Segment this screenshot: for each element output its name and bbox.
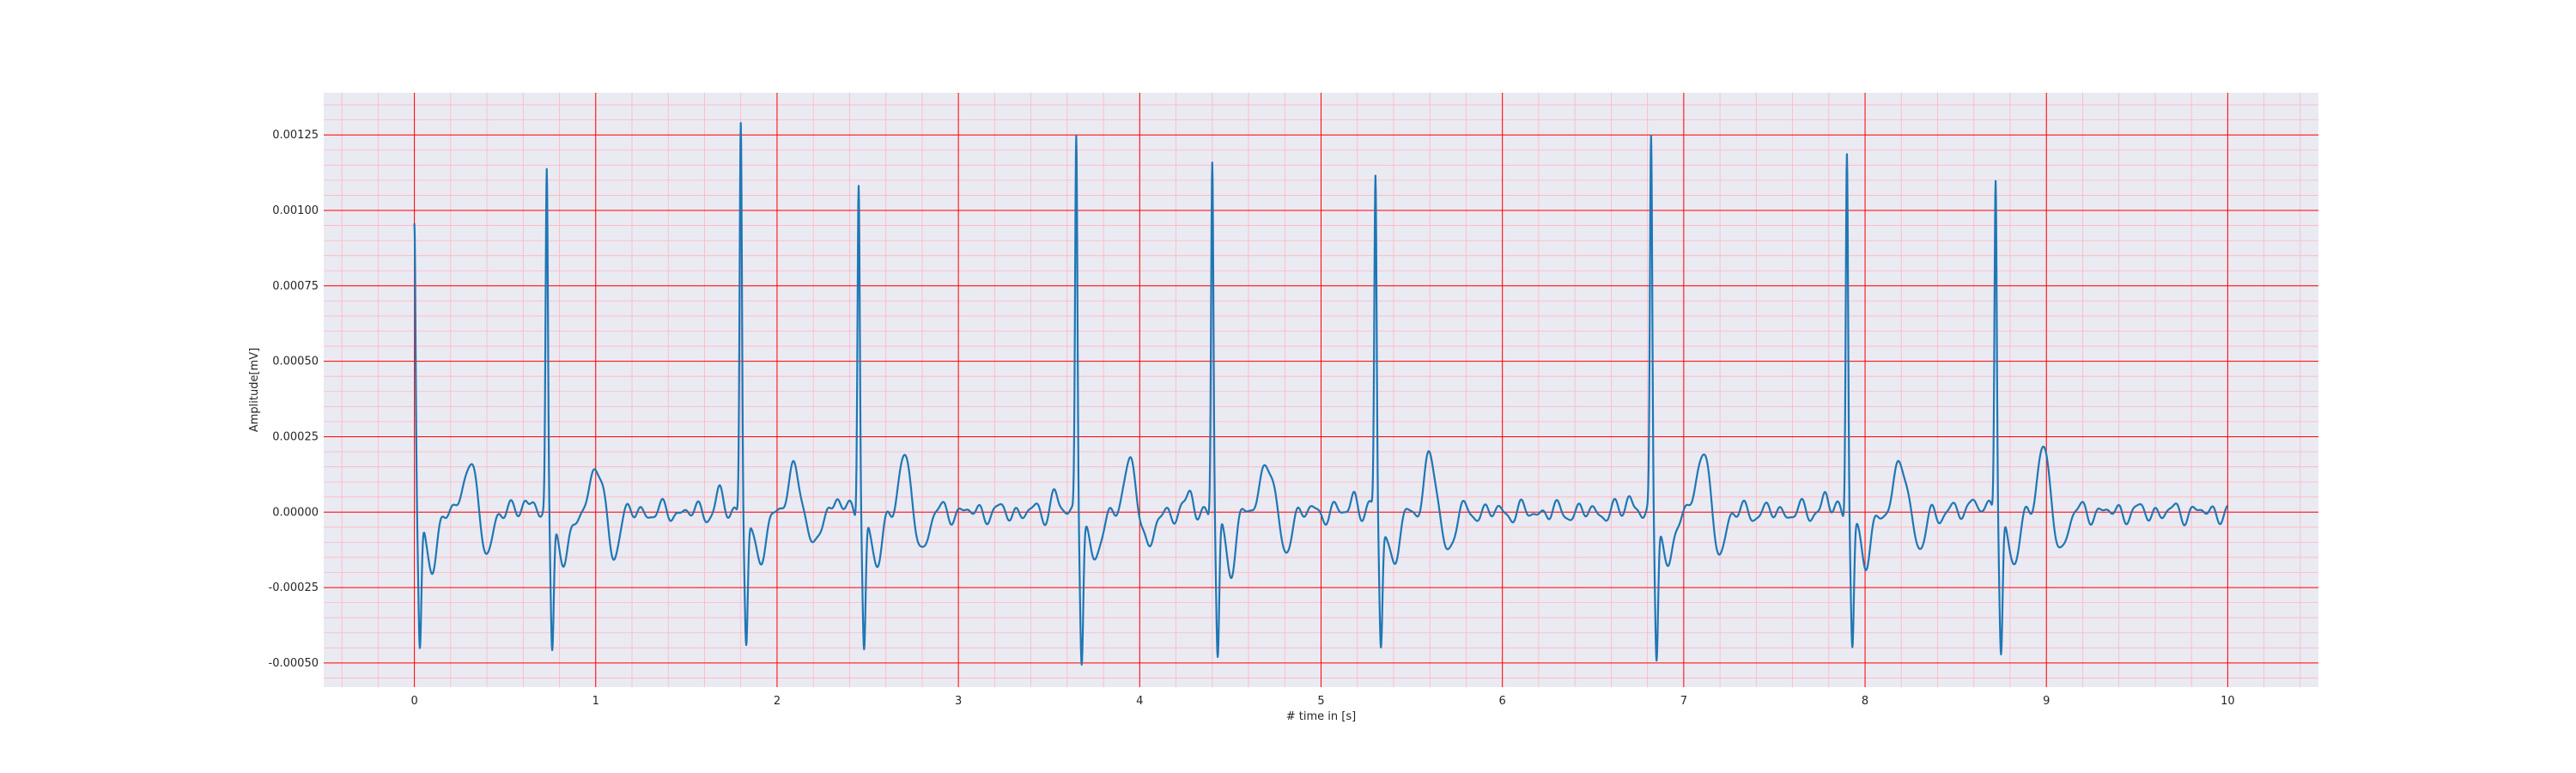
x-tick-label: 2 (774, 695, 781, 708)
x-tick-label: 0 (410, 695, 417, 708)
y-tick-label: -0.00025 (269, 581, 319, 594)
x-tick-label: 1 (592, 695, 599, 708)
x-tick-label: 6 (1499, 695, 1506, 708)
y-tick-labels: -0.00050 -0.00025 0.00000 0.00025 0.00050 0.0… (269, 129, 319, 670)
x-tick-labels: 0 1 2 3 4 5 6 7 8 9 10 (410, 695, 2234, 708)
x-tick-label: 4 (1136, 695, 1143, 708)
y-tick-label: 0.00075 (272, 280, 319, 293)
x-axis-label: # time in [s] (1286, 710, 1356, 723)
x-tick-label: 8 (1862, 695, 1868, 708)
y-tick-label: 0.00000 (272, 506, 319, 519)
ecg-signal-line (413, 122, 2229, 666)
y-axis-label: Amplitude[mV] (248, 348, 261, 432)
y-tick-label: -0.00050 (269, 657, 319, 670)
y-tick-label: 0.00100 (272, 204, 319, 217)
y-tick-label: 0.00025 (272, 430, 319, 443)
x-tick-label: 9 (2043, 695, 2050, 708)
y-tick-label: 0.00050 (272, 356, 319, 368)
major-grid (324, 93, 2318, 687)
series-layer (413, 122, 2229, 666)
y-tick-label: 0.00125 (272, 129, 319, 142)
x-tick-label: 3 (955, 695, 962, 708)
x-tick-label: 5 (1317, 695, 1324, 708)
x-tick-label: 10 (2221, 695, 2235, 708)
x-tick-label: 7 (1680, 695, 1687, 708)
